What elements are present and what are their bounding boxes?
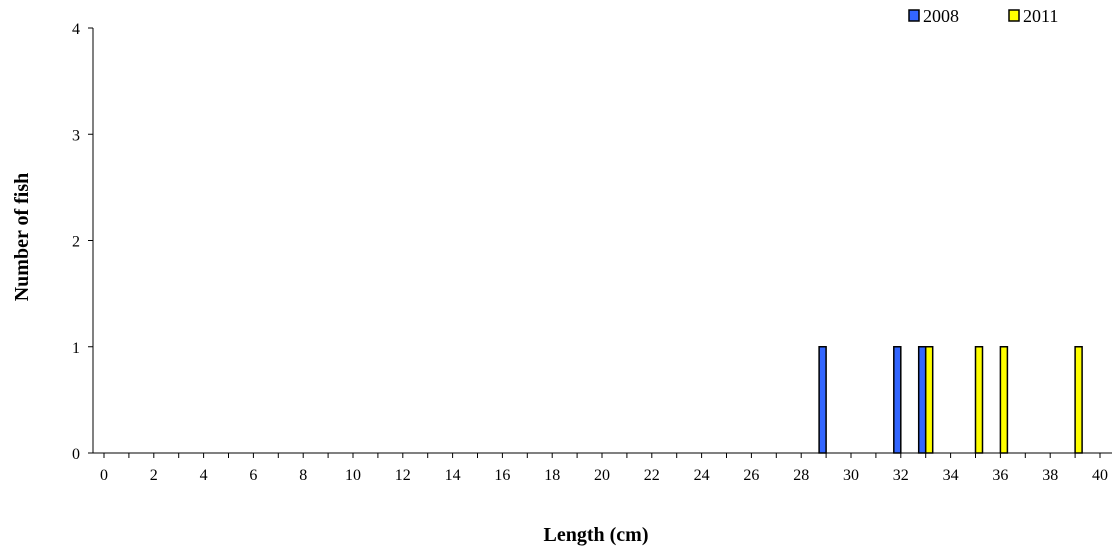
bars	[818, 346, 1083, 454]
x-tick-label: 10	[345, 467, 361, 484]
x-tick-label: 4	[200, 467, 208, 484]
x-tick-label: 16	[494, 467, 510, 484]
x-axis-title: Length (cm)	[544, 524, 649, 546]
axes	[92, 28, 1112, 454]
x-tick-label: 32	[893, 467, 909, 484]
x-tick-label: 8	[299, 467, 307, 484]
x-tick-label: 36	[992, 467, 1008, 484]
bar-2008-33	[917, 346, 927, 454]
x-tick-label: 0	[100, 467, 108, 484]
y-tick-label: 3	[72, 127, 80, 144]
x-tick-label: 30	[843, 467, 859, 484]
x-tick-label: 24	[694, 467, 710, 484]
y-tick-label: 2	[72, 234, 80, 251]
x-tick-label: 18	[544, 467, 560, 484]
x-tick-label: 6	[249, 467, 257, 484]
bar-2011-35	[974, 346, 984, 454]
x-tick-label: 2	[150, 467, 158, 484]
x-tick-label: 12	[395, 467, 411, 484]
bar-2011-36	[999, 346, 1009, 454]
x-tick-label: 14	[445, 467, 461, 484]
legend: 2008 2011	[908, 6, 1058, 26]
y-tick-label: 0	[72, 446, 80, 463]
x-tick-label: 34	[943, 467, 959, 484]
bar-2011-33	[924, 346, 934, 454]
bar-2008-32	[893, 346, 902, 454]
x-tick-label: 20	[594, 467, 610, 484]
x-tick-label: 22	[644, 467, 660, 484]
legend-swatch-2011	[1008, 9, 1020, 22]
x-tick-label: 40	[1092, 467, 1108, 484]
bar-2011-39	[1074, 346, 1083, 454]
legend-swatch-2008	[908, 9, 920, 22]
x-tick-label: 28	[793, 467, 809, 484]
y-tick-label: 4	[72, 21, 80, 38]
legend-label-2011: 2011	[1023, 6, 1058, 26]
x-tick-label: 38	[1042, 467, 1058, 484]
y-tick-label: 1	[72, 340, 80, 357]
legend-label-2008: 2008	[923, 6, 959, 26]
x-tick-label: 26	[743, 467, 759, 484]
bar-2008-29	[818, 346, 827, 454]
y-axis-title: Number of fish	[11, 173, 33, 302]
